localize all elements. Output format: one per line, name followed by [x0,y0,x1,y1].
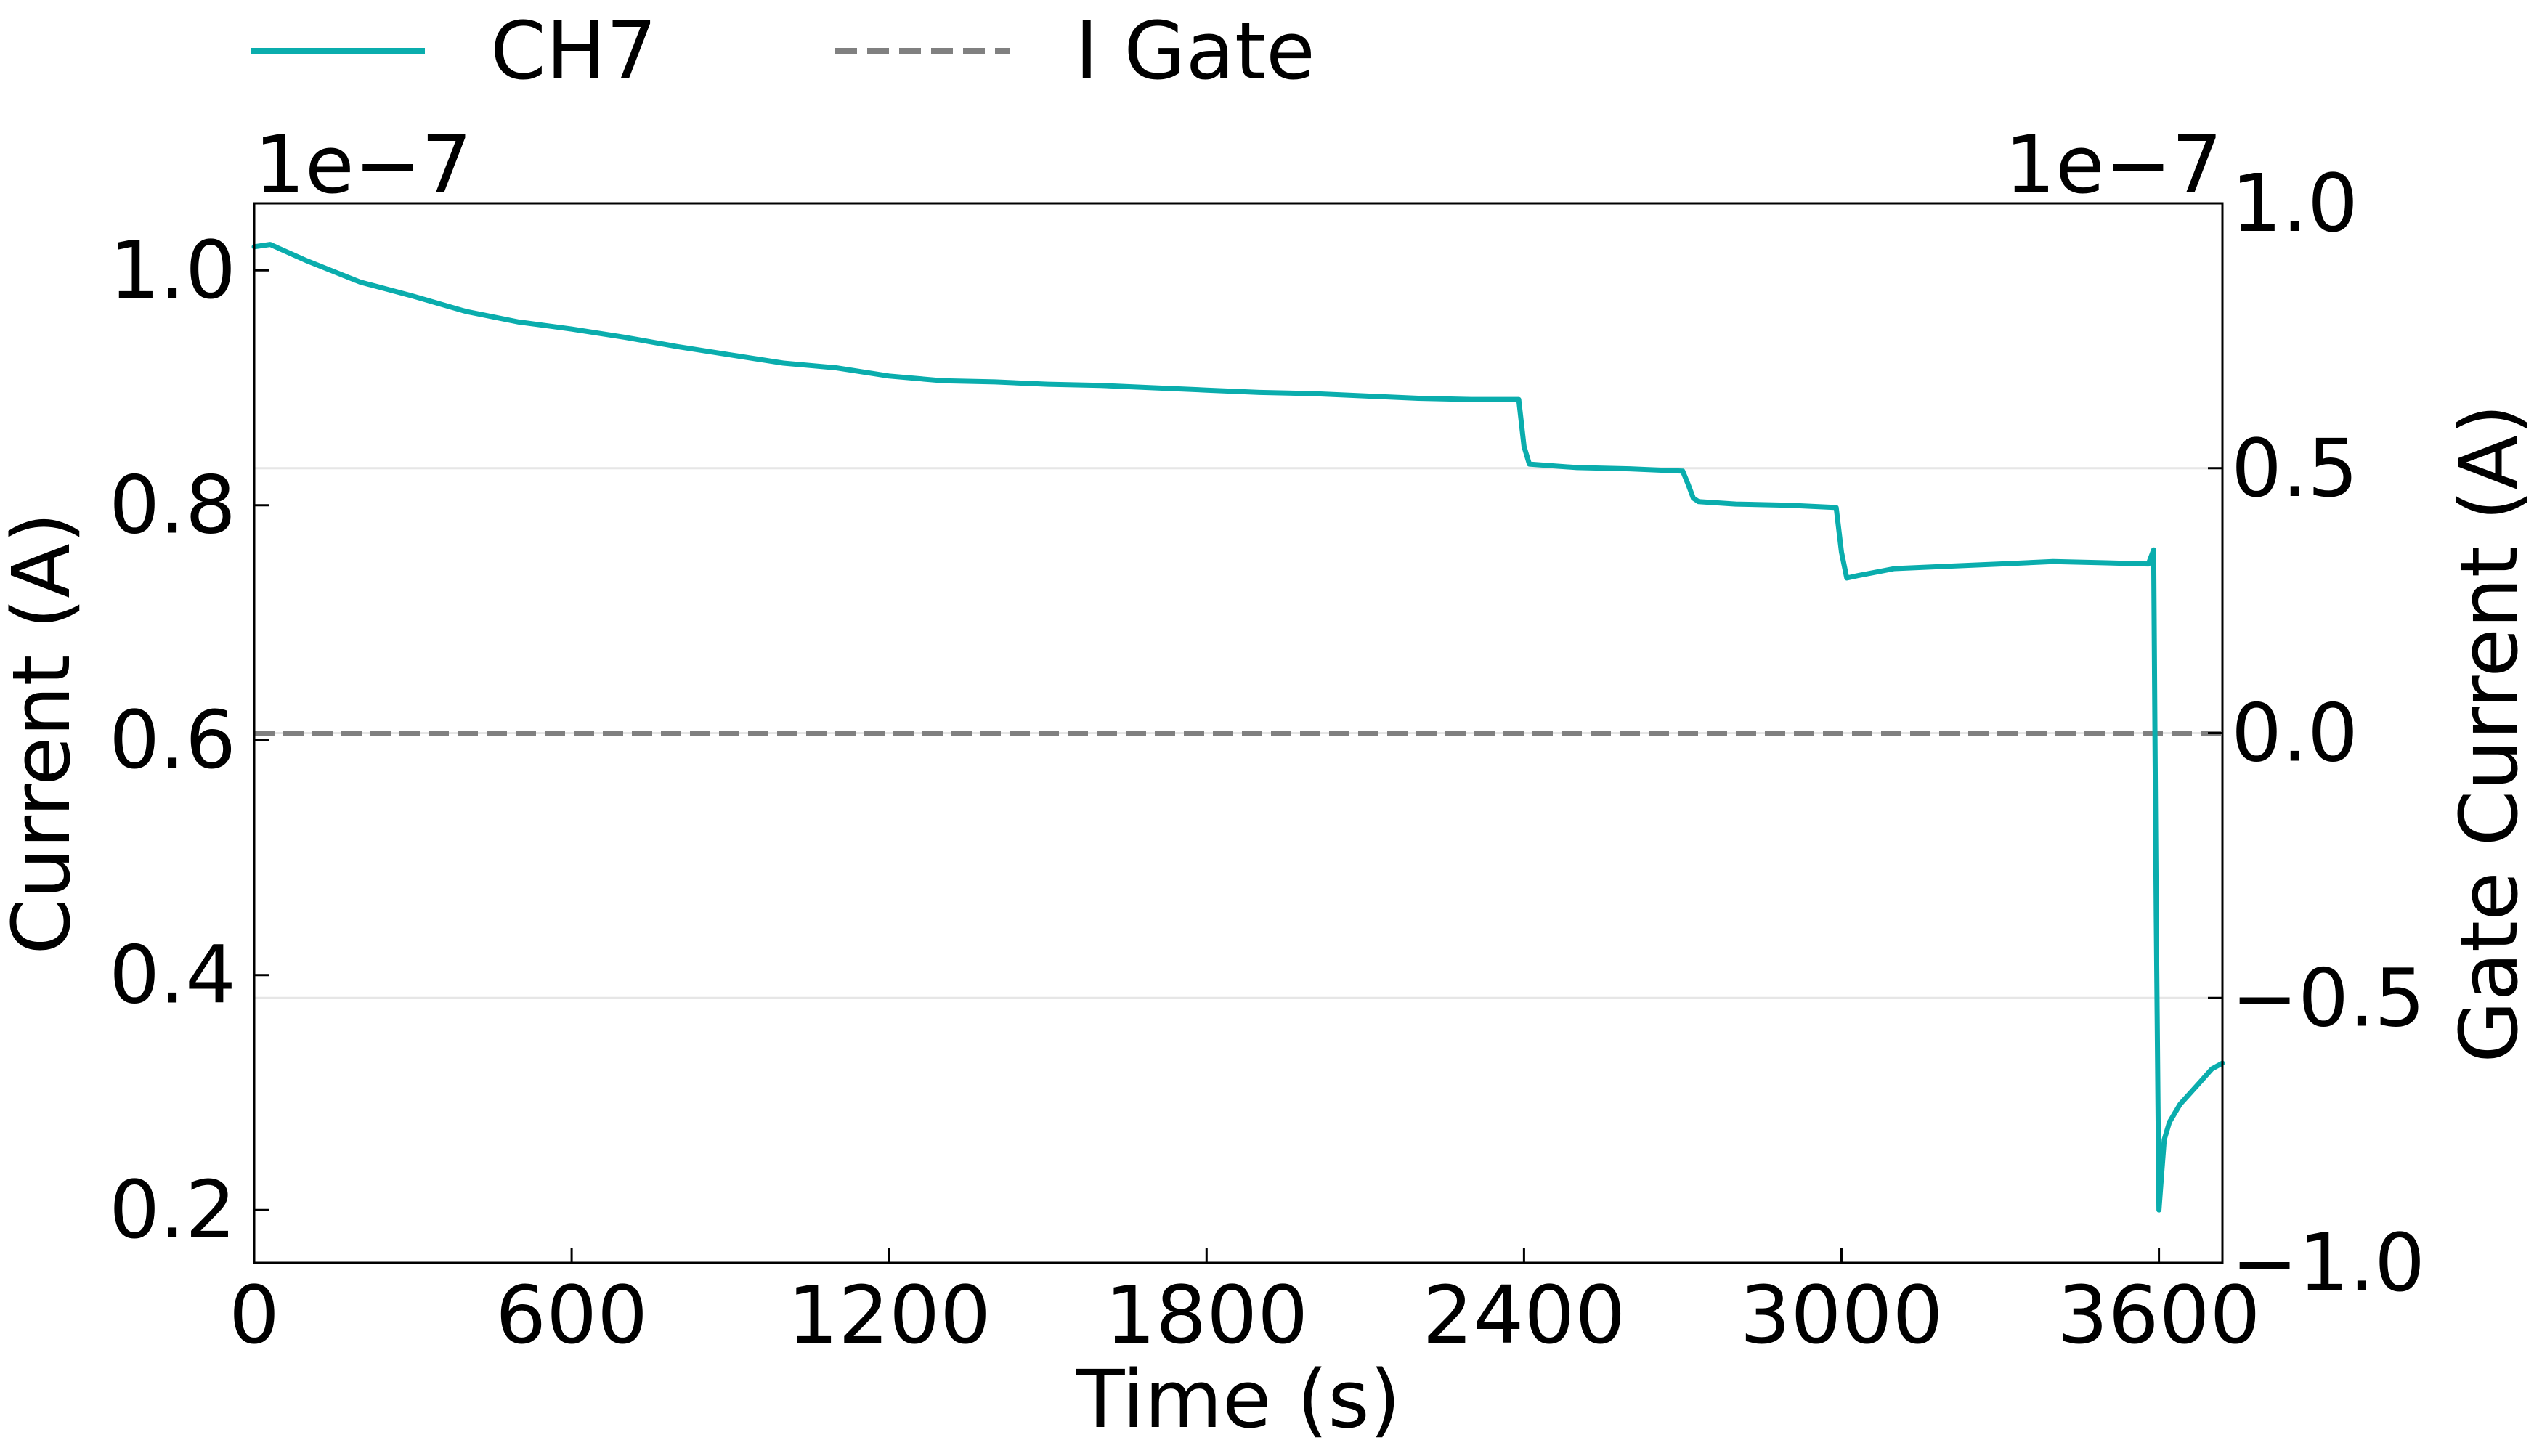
legend-label-i-gate: I Gate [1075,4,1315,97]
legend: CH7 I Gate [251,4,1315,97]
y2-tick-label: −0.5 [2231,951,2425,1044]
y2-tick-label: −1.0 [2231,1216,2425,1309]
y2-tick-label: 0.5 [2231,422,2358,515]
y2-tick-label: 1.0 [2231,157,2358,250]
left-offset-text: 1e−7 [254,118,472,211]
y2-tick-label: 0.0 [2231,687,2358,780]
plot-series [251,242,2225,1213]
x-tick-label: 600 [495,1269,648,1362]
y-axis-label: Current (A) [0,512,88,954]
y-tick-label: 0.6 [109,694,236,786]
y2-axis-label: Gate Current (A) [2442,404,2534,1063]
y-tick-label: 0.8 [109,459,236,552]
axis-ticks: 0 600 1200 1800 2400 3000 3600 0.2 0.4 0.6 0.8 1.0 −… [109,157,2425,1362]
x-tick-label: 3000 [1740,1269,1944,1362]
x-tick-label: 1800 [1105,1269,1308,1362]
right-offset-text: 1e−7 [2005,118,2222,211]
legend-label-ch7: CH7 [490,4,657,97]
x-tick-label: 0 [229,1269,280,1362]
x-tick-label: 2400 [1422,1269,1625,1362]
series-line-ch7 [251,242,2225,1213]
x-tick-label: 1200 [787,1269,991,1362]
x-tick-label: 3600 [2058,1269,2261,1362]
y-tick-label: 0.4 [109,929,236,1022]
y-tick-label: 1.0 [109,224,236,317]
y-tick-label: 0.2 [109,1163,236,1256]
x-axis-label: Time (s) [1075,1353,1400,1446]
